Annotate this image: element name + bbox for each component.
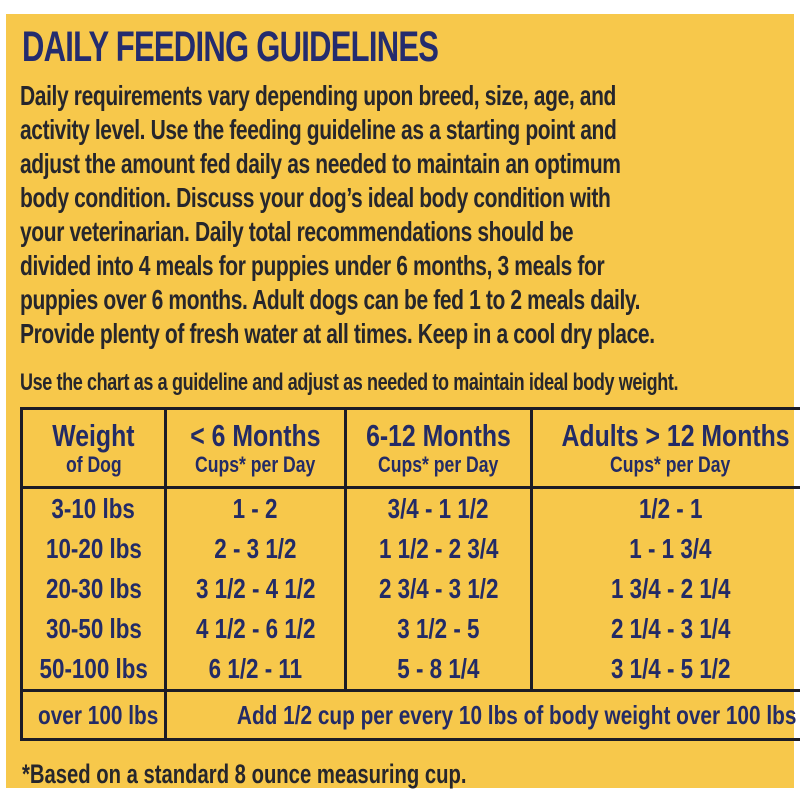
cell-weight: 10-20 lbs	[20, 529, 167, 569]
header-under-6-months-main: < 6 Months	[190, 418, 321, 453]
cell-6-12: 3/4 - 1 1/2	[344, 487, 533, 529]
intro-line: divided into 4 meals for puppies under 6…	[20, 250, 605, 281]
cell-under-6: 1 - 2	[164, 487, 347, 529]
cell-adults: 1 3/4 - 2 1/4	[530, 569, 800, 609]
header-6-12-months-main: 6-12 Months	[366, 418, 511, 453]
header-weight: Weight of Dog	[20, 407, 167, 489]
header-adults: Adults > 12 Months Cups* per Day	[530, 407, 800, 489]
header-6-12-months: 6-12 Months Cups* per Day	[344, 407, 533, 489]
header-under-6-months: < 6 Months Cups* per Day	[164, 407, 347, 489]
chart-usage-note-text: Use the chart as a guideline and adjust …	[20, 369, 679, 396]
cell-6-12: 2 3/4 - 3 1/2	[344, 569, 533, 609]
cell-weight: 20-30 lbs	[20, 569, 167, 609]
table-row-over-100: over 100 lbs Add 1/2 cup per every 10 lb…	[20, 689, 800, 740]
header-adults-sub: Cups* per Day	[610, 452, 731, 477]
cell-adults: 1/2 - 1	[530, 487, 800, 529]
table-row: 20-30 lbs 3 1/2 - 4 1/2 2 3/4 - 3 1/2 1 …	[20, 569, 800, 609]
table-row: 3-10 lbs 1 - 2 3/4 - 1 1/2 1/2 - 1	[20, 487, 800, 529]
cell-under-6: 2 - 3 1/2	[164, 529, 347, 569]
cell-6-12: 1 1/2 - 2 3/4	[344, 529, 533, 569]
table-row: 50-100 lbs 6 1/2 - 11 5 - 8 1/4 3 1/4 - …	[20, 649, 800, 691]
intro-line: adjust the amount fed daily as needed to…	[20, 148, 621, 179]
intro-line: body condition. Discuss your dog’s ideal…	[20, 182, 611, 213]
cell-under-6: 4 1/2 - 6 1/2	[164, 609, 347, 649]
intro-paragraph: Daily requirements vary depending upon b…	[20, 79, 786, 351]
feeding-table: Weight of Dog < 6 Months Cups* per Day 6…	[20, 407, 800, 741]
cell-weight-over-100: over 100 lbs	[20, 689, 167, 740]
header-adults-main: Adults > 12 Months	[561, 418, 790, 453]
intro-line: Daily requirements vary depending upon b…	[20, 80, 617, 111]
table-header-row: Weight of Dog < 6 Months Cups* per Day 6…	[20, 407, 800, 489]
cell-6-12: 5 - 8 1/4	[344, 649, 533, 691]
cell-weight: 30-50 lbs	[20, 609, 167, 649]
cell-weight: 50-100 lbs	[20, 649, 167, 691]
footnote-text: *Based on a standard 8 ounce measuring c…	[22, 759, 467, 789]
intro-line: puppies over 6 months. Adult dogs can be…	[20, 284, 641, 315]
cell-adults: 1 - 1 3/4	[530, 529, 800, 569]
intro-line: Provide plenty of fresh water at all tim…	[20, 318, 655, 349]
page-title: DAILY FEEDING GUIDELINES	[22, 26, 786, 69]
table-row: 10-20 lbs 2 - 3 1/2 1 1/2 - 2 3/4 1 - 1 …	[20, 529, 800, 569]
header-6-12-months-sub: Cups* per Day	[378, 452, 499, 477]
table-row: 30-50 lbs 4 1/2 - 6 1/2 3 1/2 - 5 2 1/4 …	[20, 609, 800, 649]
cell-adults: 3 1/4 - 5 1/2	[530, 649, 800, 691]
header-under-6-months-sub: Cups* per Day	[195, 452, 316, 477]
cell-weight: 3-10 lbs	[20, 487, 167, 529]
cell-under-6: 6 1/2 - 11	[164, 649, 347, 691]
intro-line: activity level. Use the feeding guidelin…	[20, 114, 617, 145]
page-title-text: DAILY FEEDING GUIDELINES	[22, 23, 439, 71]
header-weight-main: Weight	[52, 418, 135, 453]
cell-adults: 2 1/4 - 3 1/4	[530, 609, 800, 649]
chart-usage-note: Use the chart as a guideline and adjust …	[20, 369, 786, 397]
cell-6-12: 3 1/2 - 5	[344, 609, 533, 649]
intro-line: your veterinarian. Daily total recommend…	[20, 216, 574, 247]
footnote: *Based on a standard 8 ounce measuring c…	[22, 759, 786, 790]
cell-over-100-note: Add 1/2 cup per every 10 lbs of body wei…	[164, 689, 800, 740]
cell-under-6: 3 1/2 - 4 1/2	[164, 569, 347, 609]
feeding-guidelines-label: DAILY FEEDING GUIDELINES Daily requireme…	[6, 14, 800, 790]
header-weight-sub: of Dog	[65, 452, 122, 477]
